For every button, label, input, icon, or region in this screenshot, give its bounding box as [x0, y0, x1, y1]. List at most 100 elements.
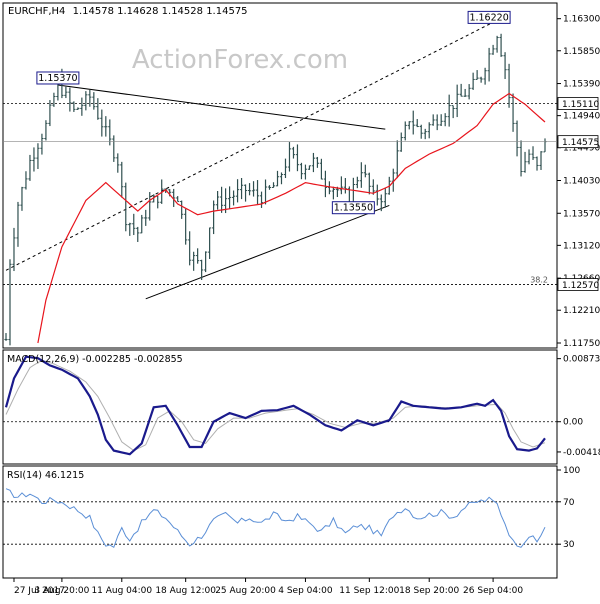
- price-bar: [132, 213, 136, 236]
- price-bar: [423, 128, 427, 140]
- price-bar: [267, 185, 272, 190]
- price-bar: [443, 113, 447, 127]
- price-bar: [24, 171, 28, 190]
- price-y-tick-label: 1.16300: [563, 15, 600, 25]
- price-bar: [124, 182, 128, 232]
- price-bar: [96, 98, 100, 120]
- rsi-title: RSI(14) 46.1215: [7, 470, 84, 481]
- price-bar: [523, 151, 527, 173]
- annotation-label: 1.15370: [38, 73, 77, 84]
- price-bar: [371, 179, 375, 195]
- annotation-box: [331, 201, 375, 215]
- price-annotation: 1.15370: [36, 71, 80, 85]
- price-bar: [363, 164, 367, 178]
- price-bar: [4, 333, 8, 341]
- price-bar: [196, 248, 200, 264]
- price-bar: [479, 76, 483, 83]
- annotation-label: 1.16220: [469, 12, 508, 23]
- price-bar: [120, 161, 124, 198]
- price-bar: [52, 92, 56, 107]
- price-bar: [315, 156, 320, 168]
- annotation-label: 1.13550: [334, 203, 373, 214]
- price-bar: [235, 179, 240, 203]
- price-bar: [227, 186, 232, 209]
- price-bar: [72, 101, 76, 112]
- rsi-line: [5, 488, 546, 549]
- price-bar: [495, 35, 499, 53]
- x-tick-label: 27 Jul 2017: [14, 586, 65, 596]
- price-bar: [395, 140, 399, 179]
- price-bar: [112, 135, 116, 162]
- price-bar: [435, 114, 439, 131]
- price-bar: [455, 84, 459, 118]
- price-bar: [76, 107, 80, 110]
- price-bar: [367, 172, 371, 195]
- price-bar: [463, 88, 467, 97]
- price-bar: [491, 44, 495, 55]
- price-bar: [379, 194, 383, 212]
- level-axis-label: 1.15110: [562, 100, 599, 110]
- price-bar: [128, 222, 132, 236]
- price-bar: [44, 120, 48, 141]
- price-bar: [271, 182, 276, 188]
- price-bar: [68, 87, 72, 112]
- price-bar: [32, 147, 36, 172]
- x-tick-label: 25 Aug 20:00: [215, 586, 276, 596]
- price-bar: [411, 110, 415, 135]
- price-bar: [192, 251, 196, 271]
- current-price-axis-label: 1.14575: [562, 138, 599, 148]
- price-bar: [499, 33, 503, 57]
- price-bar: [255, 180, 260, 205]
- price-bar: [28, 154, 32, 181]
- price-bar: [108, 119, 112, 146]
- price-bar: [403, 121, 407, 141]
- price-bar: [148, 192, 152, 221]
- price-bar: [36, 143, 40, 170]
- price-bar: [399, 132, 403, 152]
- price-bar: [283, 158, 288, 179]
- price-bar: [259, 191, 264, 208]
- macd-panel-frame: [2, 349, 558, 465]
- x-tick-label: 11 Aug 04:00: [91, 586, 152, 596]
- trend-line-rising-support: [145, 204, 390, 300]
- price-bar: [407, 121, 411, 130]
- price-bar: [511, 93, 515, 132]
- price-plot: 38.2 1.15370 1.13550 1.16220: [3, 10, 557, 346]
- price-bar: [48, 100, 52, 127]
- svg-text:EURCHF,H4 1.14578 1.1462: EURCHF,H4 1.14578 1.14628 1.14528 1.1457…: [8, 6, 248, 17]
- price-bar: [359, 162, 363, 188]
- price-bar: [239, 178, 244, 200]
- x-tick-label: 3 Aug 20:00: [34, 586, 89, 596]
- price-y-tick-label: 1.12210: [563, 306, 600, 316]
- price-bar: [80, 97, 84, 116]
- x-tick-label: 18 Aug 12:00: [155, 586, 216, 596]
- price-bar: [100, 109, 104, 137]
- price-bar: [295, 144, 300, 172]
- price-bar: [447, 94, 451, 127]
- price-bar: [208, 227, 212, 259]
- price-y-tick-label: 1.14940: [563, 112, 600, 122]
- price-bar: [339, 176, 343, 195]
- price-bar: [220, 186, 224, 213]
- price-bar: [140, 214, 144, 234]
- price-bar: [20, 186, 24, 211]
- macd-y-tick-label: -0.004184: [563, 448, 600, 458]
- price-bar: [136, 226, 140, 242]
- price-y-tick-label: 1.15390: [563, 80, 600, 90]
- price-bar: [287, 142, 292, 172]
- price-bar: [40, 133, 44, 155]
- watermark: ActionForex.com: [132, 45, 348, 75]
- x-tick-label: 4 Sep 04:00: [278, 586, 333, 596]
- current-price-axis-box: [557, 135, 599, 149]
- macd-y-tick-label: 0.008732: [563, 355, 600, 365]
- rsi-panel-frame: [2, 465, 558, 579]
- price-bar: [487, 47, 491, 82]
- price-bar: [319, 158, 324, 180]
- price-bar: [531, 146, 535, 160]
- price-bar: [439, 114, 443, 127]
- ohlc-label: 1.14578 1.14628 1.14528 1.14575: [73, 6, 248, 17]
- price-y-tick-label: 1.14490: [563, 144, 600, 154]
- price-bar: [475, 70, 479, 80]
